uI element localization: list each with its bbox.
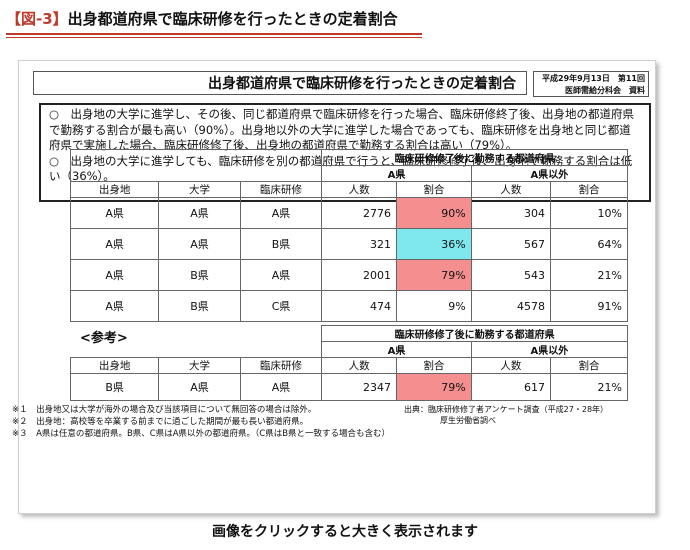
ref-col-o-ratio: 割合 [549, 357, 629, 374]
cell-univ: B県 [158, 290, 241, 322]
col-a-ratio: 割合 [396, 181, 472, 198]
col-training: 臨床研修 [239, 181, 323, 198]
table-row: A県 B県 C県 474 9% 4578 91% [69, 290, 629, 322]
footnote-2: ※２ 出身地：高校等を卒業する前までに過ごした期間が最も長い都道府県。 [12, 417, 309, 427]
col-a-count: 人数 [321, 181, 398, 198]
cell-o-ratio: 64% [549, 228, 629, 260]
ref-col-a-ratio: 割合 [396, 357, 472, 374]
table-row: A県 A県 B県 321 36% 567 64% [69, 228, 629, 260]
table-row: A県 B県 A県 2001 79% 543 21% [69, 259, 629, 291]
cell-o-ratio: 91% [549, 290, 629, 322]
source-line-1: 平成29年9月13日 第11回 [542, 74, 645, 83]
col-a-pref: A県 [321, 165, 472, 182]
ref-group-header: 臨床研修修了後に勤務する都道府県 [321, 325, 628, 342]
cell-a-count: 474 [321, 290, 398, 322]
cell-univ: B県 [158, 259, 241, 291]
source-note: 出典：臨床研修修了者アンケート調査（平成27・28年） 厚生労働省調べ [404, 404, 632, 426]
source-note-line-2: 厚生労働省調べ [440, 416, 496, 425]
source-note-line-1: 出典：臨床研修修了者アンケート調査（平成27・28年） [404, 405, 609, 414]
col-other-pref: A県以外 [470, 165, 629, 182]
main-data-table: 臨床研修修了後に勤務する都道府県 A県 A県以外 出身地 大学 臨床研修 人数 … [69, 149, 629, 322]
reference-table: 臨床研修修了後に勤務する都道府県 A県 A県以外 出身地 大学 臨床研修 人数 … [69, 325, 629, 401]
cell-a-count: 321 [321, 228, 398, 260]
cell-home: A県 [69, 228, 160, 260]
cell-home: B県 [69, 373, 160, 401]
col-o-count: 人数 [470, 181, 551, 198]
table-row: A県 A県 A県 2776 90% 304 10% [69, 197, 629, 229]
cell-o-count: 567 [470, 228, 551, 260]
ref-col-a-count: 人数 [321, 357, 398, 374]
cell-train: C県 [239, 290, 323, 322]
cell-train: A県 [239, 259, 323, 291]
heading-text: 出身都道府県で臨床研修を行ったときの定着割合 [67, 10, 398, 28]
cell-a-ratio: 79% [396, 373, 472, 401]
cell-home: A県 [69, 197, 160, 229]
cell-univ: A県 [158, 373, 241, 401]
ref-col-training: 臨床研修 [239, 357, 323, 374]
cell-o-ratio: 21% [549, 373, 629, 401]
cell-o-ratio: 21% [549, 259, 629, 291]
enlarge-caption[interactable]: 画像をクリックすると大きく表示されます [212, 524, 478, 540]
heading-rule [6, 33, 422, 35]
cell-o-count: 4578 [470, 290, 551, 322]
cell-o-count: 304 [470, 197, 551, 229]
page-heading: 【図-3】出身都道府県で臨床研修を行ったときの定着割合 [6, 6, 682, 32]
ref-col-a-pref: A県 [321, 341, 472, 358]
cell-train: A県 [239, 197, 323, 229]
cell-o-ratio: 10% [549, 197, 629, 229]
ref-col-o-count: 人数 [470, 357, 551, 374]
heading-rule-thin [6, 37, 422, 38]
cell-o-count: 617 [470, 373, 551, 401]
cell-univ: A県 [158, 228, 241, 260]
cell-o-count: 543 [470, 259, 551, 291]
slide-source: 平成29年9月13日 第11回 医師需給分科会 資料 [533, 71, 649, 97]
footnotes: ※１ 出身地又は大学が海外の場合及び当該項目について無回答の場合は除外。 ※２ … [12, 404, 402, 440]
col-o-ratio: 割合 [549, 181, 629, 198]
cell-a-ratio: 36% [396, 228, 472, 260]
group-header: 臨床研修修了後に勤務する都道府県 [321, 149, 628, 166]
footnote-3: ※３ A県は任意の都道府県。B県、C県はA県以外の都道府県。（C県はB県と一致す… [12, 429, 391, 439]
cell-train: B県 [239, 228, 323, 260]
source-line-2: 医師需給分科会 資料 [565, 86, 645, 95]
reference-label: <参考> [80, 331, 128, 346]
cell-a-count: 2001 [321, 259, 398, 291]
heading-tag: 【図-3】 [6, 10, 68, 28]
cell-a-count: 2347 [321, 373, 398, 401]
ref-col-other-pref: A県以外 [470, 341, 629, 358]
col-university: 大学 [158, 181, 241, 198]
summary-point-1: ○ 出身地の大学に進学し、その後、同じ都道府県で臨床研修を行った場合、臨床研修終… [49, 107, 635, 152]
ref-col-hometown: 出身地 [69, 357, 160, 374]
slide-title: 出身都道府県で臨床研修を行ったときの定着割合 [33, 71, 527, 95]
table-row: B県 A県 A県 2347 79% 617 21% [69, 373, 629, 401]
col-hometown: 出身地 [69, 181, 160, 198]
cell-a-ratio: 79% [396, 259, 472, 291]
footnote-1: ※１ 出身地又は大学が海外の場合及び当該項目について無回答の場合は除外。 [12, 405, 317, 415]
ref-col-university: 大学 [158, 357, 241, 374]
cell-a-ratio: 90% [396, 197, 472, 229]
cell-home: A県 [69, 290, 160, 322]
cell-a-ratio: 9% [396, 290, 472, 322]
cell-univ: A県 [158, 197, 241, 229]
cell-a-count: 2776 [321, 197, 398, 229]
cell-home: A県 [69, 259, 160, 291]
cell-train: A県 [239, 373, 323, 401]
